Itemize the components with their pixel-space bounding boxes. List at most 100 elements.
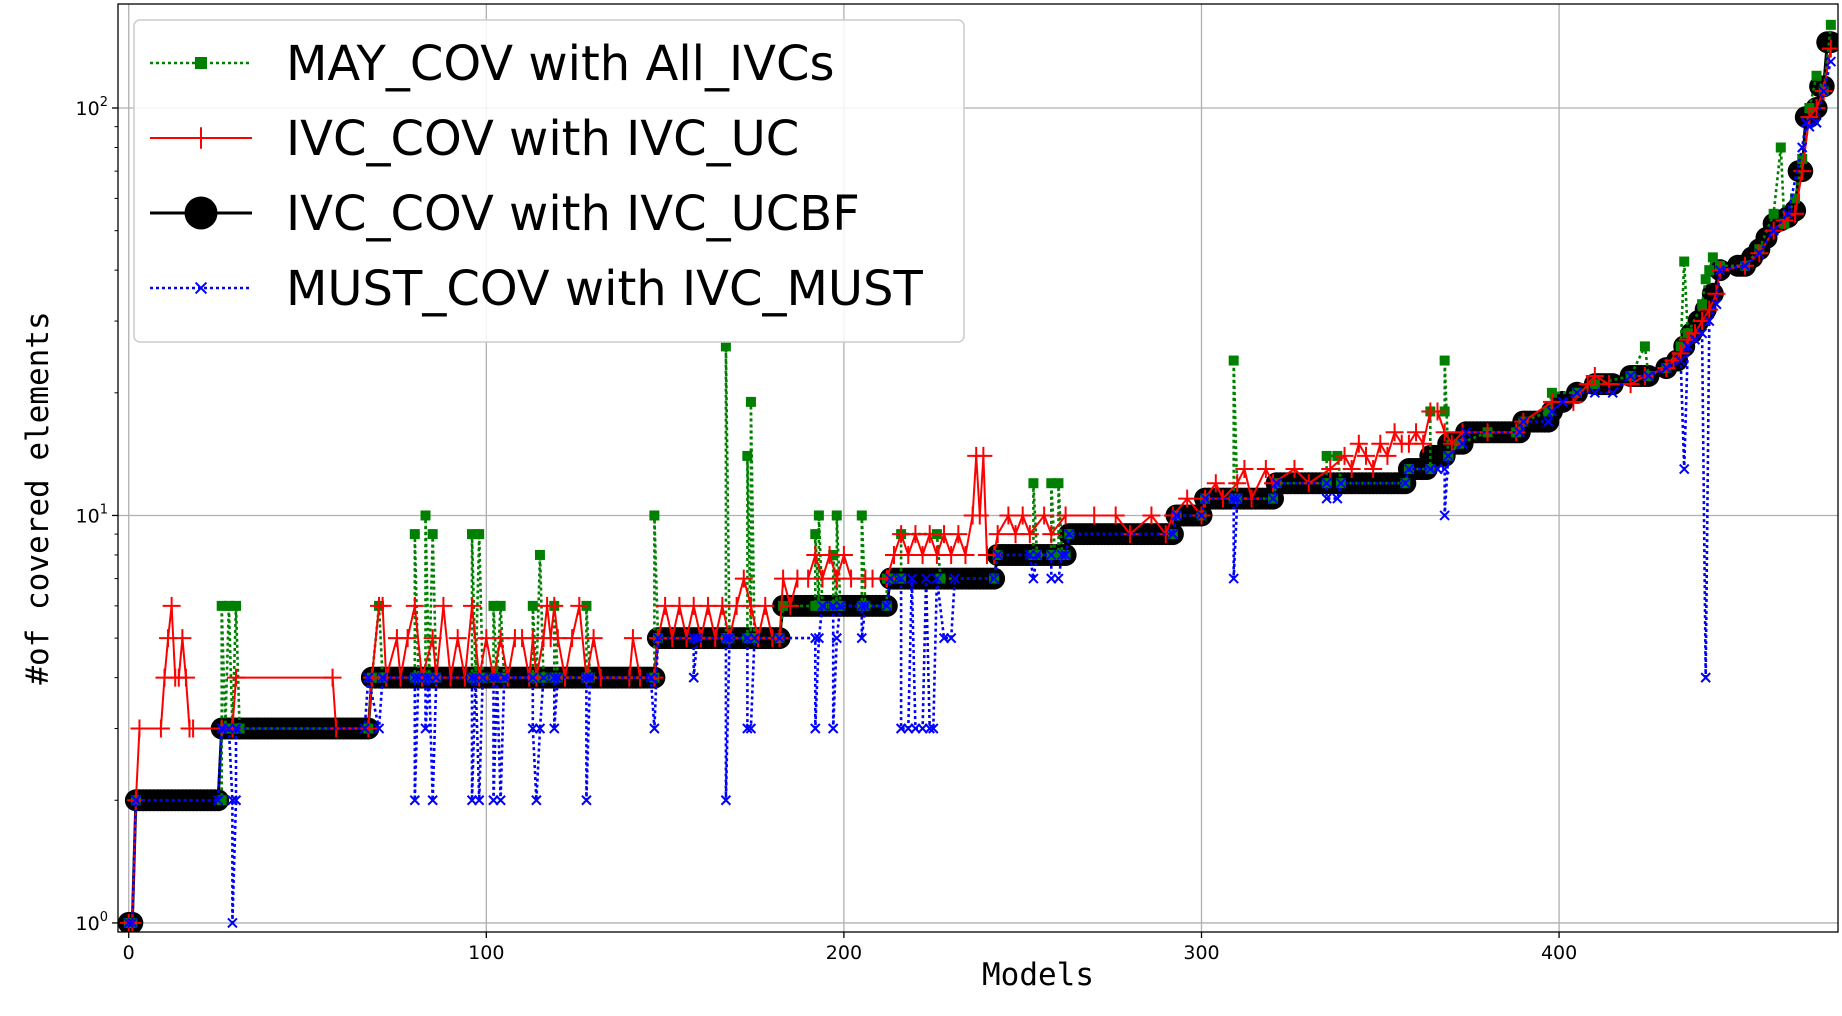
- x-marker: [688, 672, 699, 683]
- plus-marker: [1635, 366, 1654, 385]
- legend-label: IVC_COV with IVC_UCBF: [286, 186, 860, 242]
- x-marker: [1321, 477, 1332, 489]
- x-marker: [1228, 573, 1239, 584]
- plus-marker: [988, 525, 1007, 544]
- plus-marker: [1349, 434, 1368, 453]
- x-marker: [1196, 510, 1207, 521]
- plus-marker: [190, 127, 212, 149]
- x-marker: [1696, 328, 1708, 339]
- plus-marker: [1578, 375, 1597, 394]
- plus-marker: [1542, 392, 1561, 411]
- y-tick-label: 101: [76, 502, 108, 527]
- x-marker: [473, 795, 485, 806]
- plus-marker: [1364, 460, 1383, 479]
- x-marker: [1457, 438, 1468, 449]
- plus-marker: [323, 668, 342, 687]
- x-marker: [1739, 260, 1751, 271]
- plus-marker: [1035, 506, 1054, 525]
- x-marker: [856, 632, 867, 644]
- x-marker: [1607, 387, 1618, 399]
- x-marker: [373, 723, 385, 734]
- plus-marker: [956, 545, 975, 564]
- plus-marker: [405, 596, 424, 615]
- x-marker: [466, 672, 478, 683]
- plus-marker: [173, 629, 192, 648]
- x-marker: [1031, 549, 1043, 561]
- x-marker: [931, 573, 943, 584]
- x-marker: [856, 600, 867, 612]
- x-marker: [359, 723, 370, 734]
- square-marker: [1707, 252, 1718, 263]
- plus-marker: [1407, 423, 1426, 442]
- plus-marker: [1228, 474, 1247, 493]
- square-marker: [1811, 70, 1822, 81]
- square-marker: [1825, 19, 1836, 30]
- x-marker: [1589, 387, 1601, 399]
- x-marker: [127, 917, 138, 929]
- plus-marker: [974, 446, 993, 465]
- square-marker: [649, 510, 660, 521]
- square-marker: [1797, 153, 1808, 164]
- square-marker: [195, 57, 207, 69]
- x-marker: [1700, 672, 1711, 683]
- x-marker: [1675, 355, 1686, 366]
- x-marker: [774, 632, 785, 644]
- circle-marker: [184, 196, 218, 230]
- x-tick-label: 0: [123, 942, 135, 964]
- x-marker: [1811, 117, 1822, 128]
- y-axis-label: #of covered elements: [20, 311, 56, 684]
- x-marker: [724, 632, 735, 644]
- legend: MAY_COV with All_IVCs IVC_COV with IVC_UC…: [133, 19, 965, 343]
- plus-marker: [1585, 366, 1604, 385]
- square-marker: [1546, 387, 1557, 398]
- square-marker: [810, 529, 821, 540]
- plus-marker: [1285, 460, 1304, 479]
- x-marker: [945, 632, 957, 644]
- square-marker: [1679, 256, 1690, 267]
- x-marker: [885, 573, 896, 584]
- x-marker: [1643, 370, 1654, 382]
- x-marker: [1804, 121, 1815, 132]
- square-marker: [1697, 299, 1708, 310]
- x-marker: [1543, 416, 1554, 427]
- x-marker: [920, 573, 932, 584]
- axis-ticks: 0 100 200 300 400 100 101 102: [76, 95, 1578, 964]
- plus-marker: [734, 569, 753, 588]
- square-marker: [527, 600, 538, 611]
- plus-marker: [970, 506, 989, 525]
- x-marker: [420, 672, 431, 683]
- x-marker: [1818, 85, 1829, 97]
- x-marker: [534, 723, 546, 734]
- plus-marker: [1356, 446, 1375, 465]
- plus-marker: [151, 719, 170, 738]
- x-marker: [992, 549, 1003, 561]
- series-solid-circle: [118, 31, 1838, 932]
- plus-marker: [1821, 39, 1838, 58]
- square-marker: [1439, 355, 1450, 366]
- x-marker: [123, 917, 134, 929]
- plus-marker: [1700, 300, 1719, 319]
- x-marker: [488, 672, 499, 683]
- x-marker: [1053, 573, 1064, 584]
- x-marker: [1335, 477, 1347, 489]
- x-marker: [1046, 549, 1057, 561]
- x-tick-label: 300: [1183, 942, 1219, 964]
- x-marker: [194, 281, 208, 295]
- x-marker: [924, 723, 935, 734]
- x-marker: [827, 723, 839, 734]
- x-marker: [1754, 248, 1765, 259]
- x-marker: [1332, 493, 1343, 504]
- x-marker: [538, 672, 549, 683]
- plus-marker: [834, 545, 853, 564]
- plus-marker: [1807, 99, 1826, 118]
- x-marker: [1679, 463, 1690, 475]
- x-marker: [1443, 450, 1454, 462]
- square-marker: [1700, 274, 1711, 285]
- square-marker: [216, 795, 227, 806]
- x-marker: [584, 672, 596, 683]
- x-marker: [1514, 427, 1525, 438]
- x-marker: [495, 795, 506, 806]
- plus-marker: [1775, 211, 1794, 230]
- plus-marker: [359, 719, 378, 738]
- x-marker: [1321, 493, 1332, 504]
